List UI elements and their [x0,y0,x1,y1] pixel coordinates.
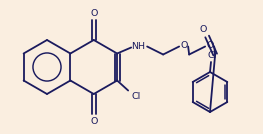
Text: O: O [90,8,98,18]
Text: O: O [206,41,214,50]
Text: O: O [199,25,207,34]
Text: Cl: Cl [132,92,141,101]
Text: O: O [90,116,98,126]
Text: O: O [180,41,188,50]
Text: NH: NH [131,42,145,51]
Text: Cl: Cl [207,51,217,59]
